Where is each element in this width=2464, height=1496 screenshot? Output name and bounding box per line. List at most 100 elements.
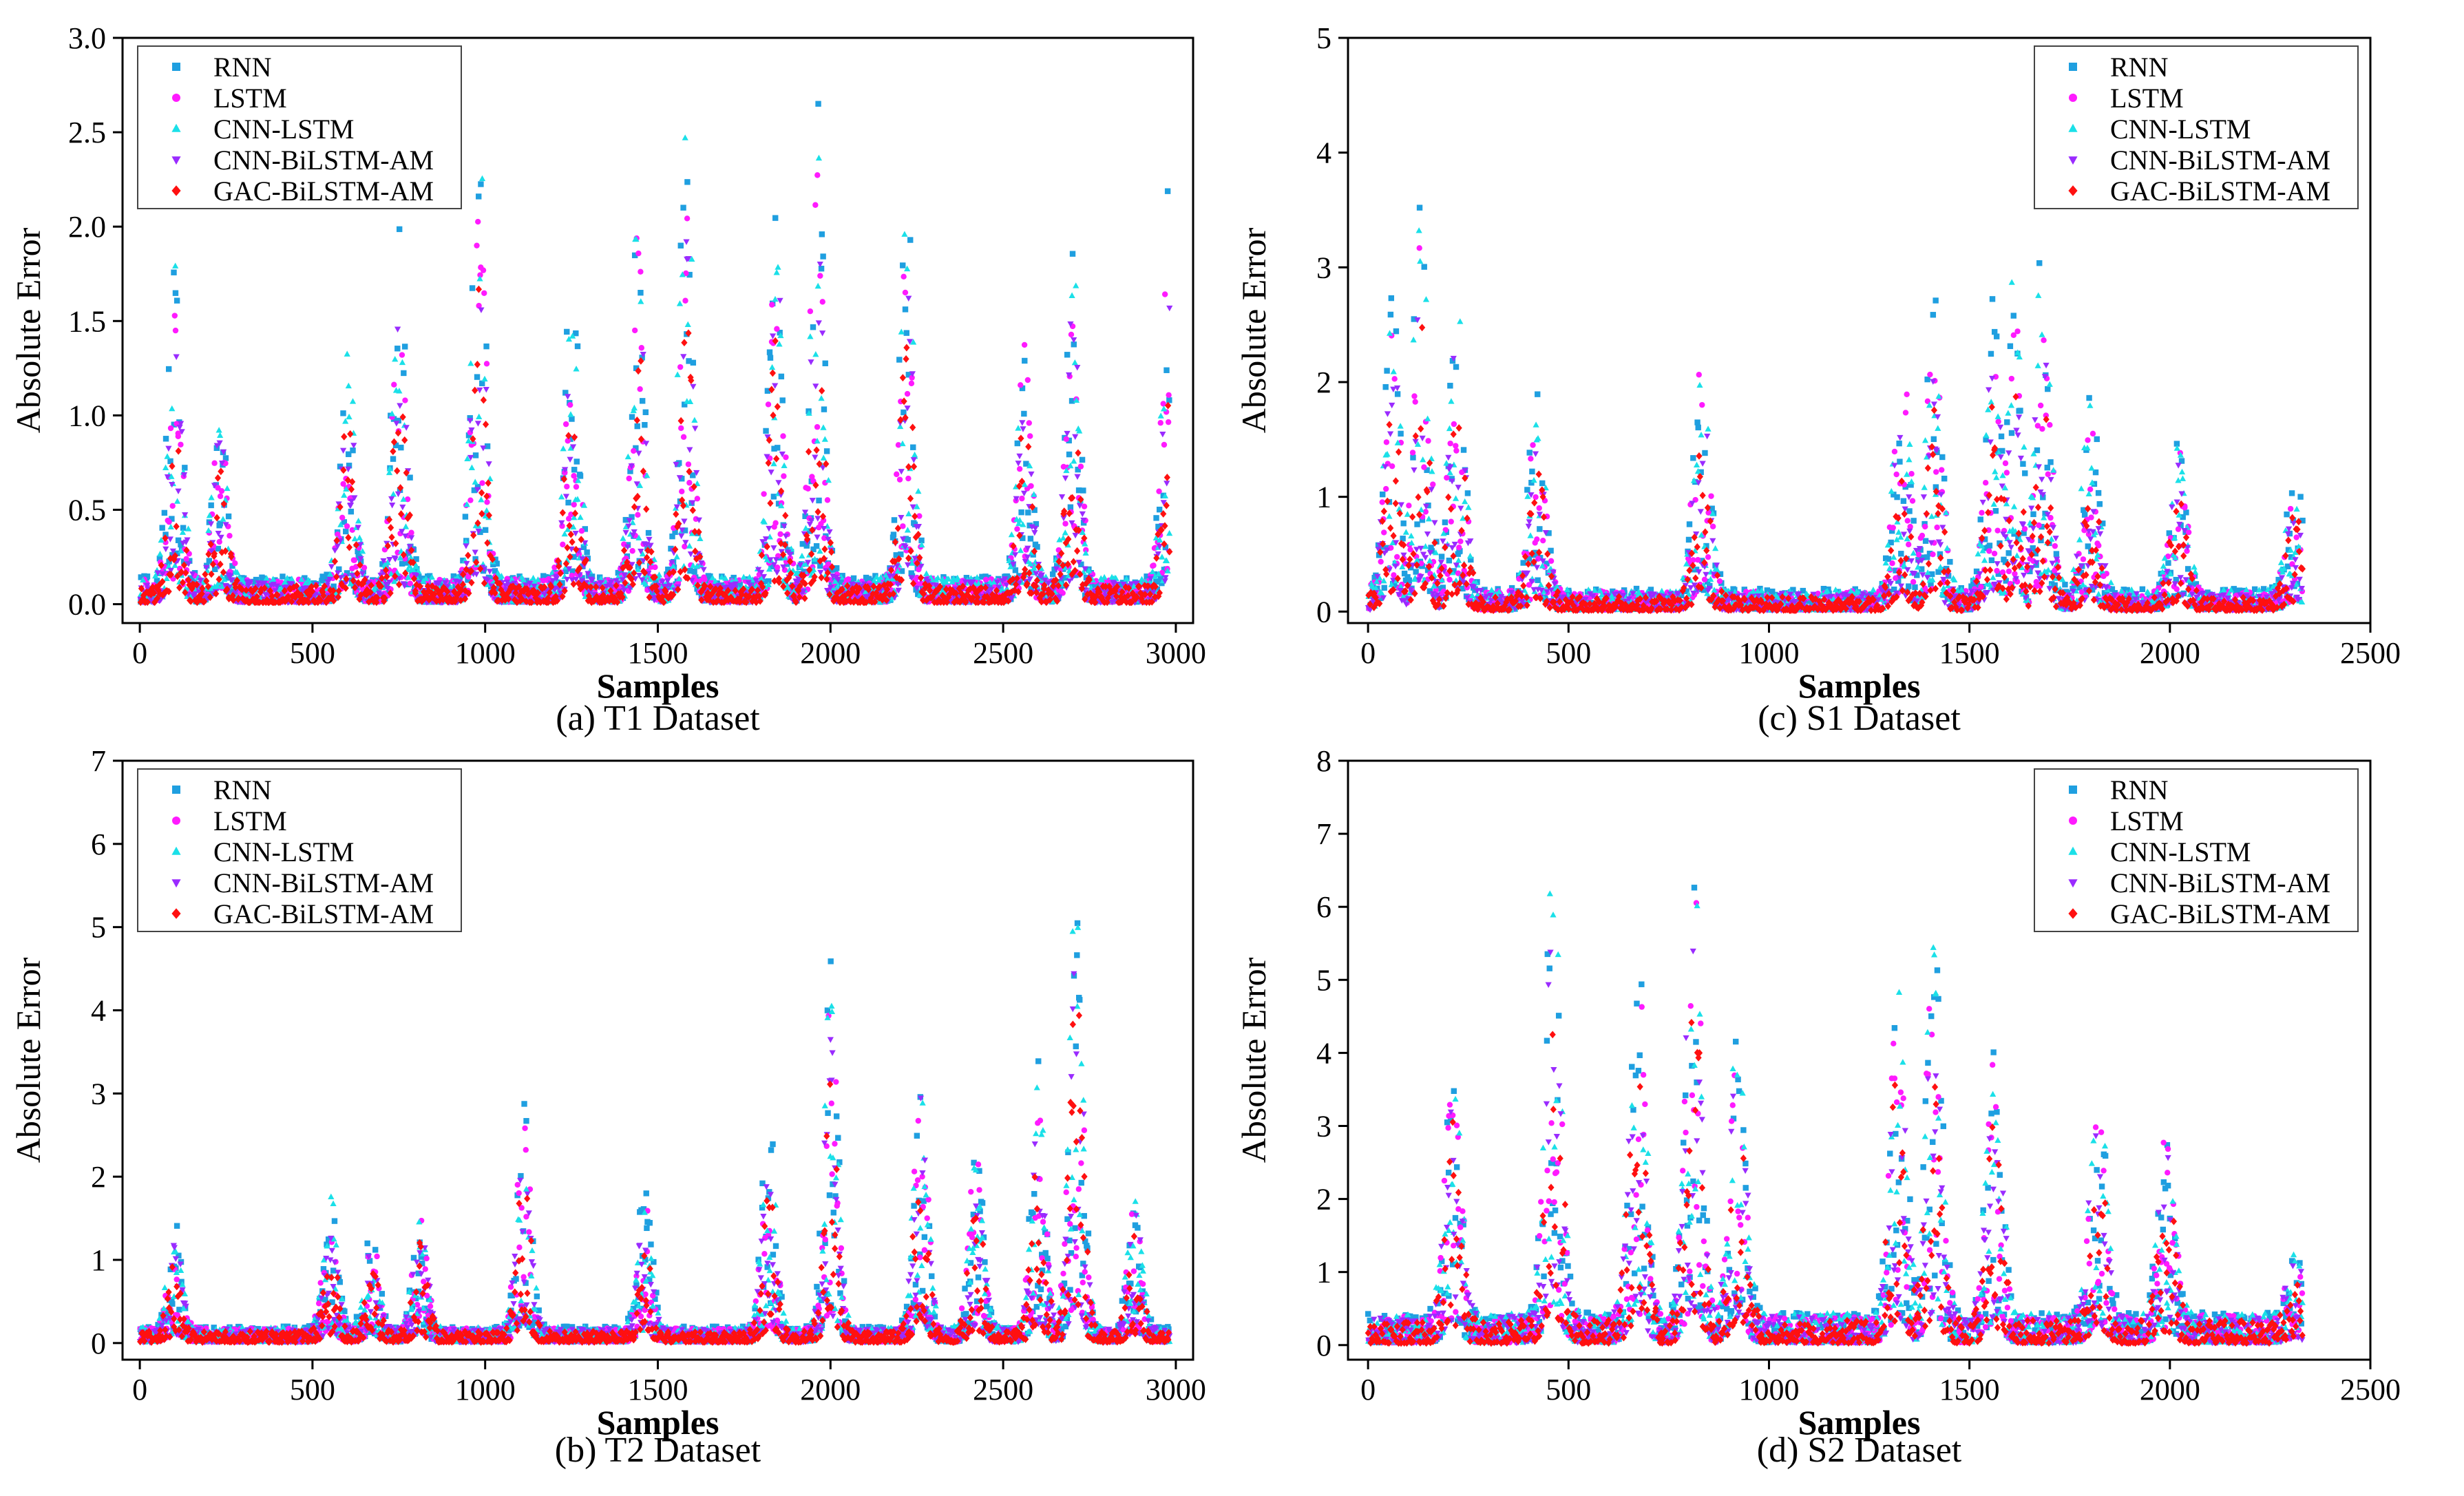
data-point (229, 562, 235, 569)
data-point (903, 344, 910, 352)
data-point (780, 433, 786, 439)
data-point (460, 557, 466, 564)
data-point (480, 396, 487, 404)
data-point (571, 554, 577, 560)
data-point (565, 438, 571, 444)
data-point (475, 285, 483, 293)
data-point (782, 512, 789, 520)
data-point (631, 252, 638, 259)
data-point (760, 578, 767, 584)
data-point (346, 463, 352, 469)
data-point (1161, 441, 1168, 448)
data-point (138, 574, 144, 580)
data-point (638, 298, 644, 304)
data-point (820, 454, 827, 461)
data-point (331, 547, 339, 554)
data-point (1016, 573, 1022, 579)
data-point (918, 537, 925, 544)
data-point (633, 365, 640, 371)
data-point (803, 542, 810, 549)
data-point (1062, 529, 1068, 536)
data-point (1075, 487, 1082, 494)
data-point (629, 414, 635, 420)
data-point (730, 574, 737, 581)
data-point (331, 557, 339, 565)
data-point (1166, 529, 1173, 536)
data-point (788, 549, 794, 555)
data-point (767, 499, 774, 507)
data-point (1160, 401, 1166, 407)
data-point (1027, 433, 1033, 439)
data-point (763, 428, 769, 434)
data-point (1159, 580, 1165, 587)
data-point (898, 551, 904, 558)
data-point (684, 321, 691, 327)
data-point (356, 534, 363, 540)
data-point (768, 470, 775, 476)
data-point (215, 579, 222, 586)
data-point (686, 271, 693, 278)
data-point (392, 556, 399, 562)
data-point (1071, 359, 1078, 366)
data-point (180, 525, 187, 531)
data-point (1073, 282, 1080, 288)
data-point (833, 565, 840, 571)
data-point (222, 455, 229, 461)
data-point (635, 450, 642, 457)
data-point (478, 307, 485, 313)
data-point (828, 567, 834, 573)
data-point (774, 403, 781, 411)
data-point (684, 179, 691, 185)
data-point (620, 535, 626, 541)
data-point (302, 580, 309, 586)
data-point (392, 442, 399, 449)
data-point (463, 560, 470, 567)
data-point (1062, 520, 1068, 527)
x-tick-label: 2500 (973, 636, 1033, 670)
data-point (571, 472, 577, 479)
data-point (571, 467, 578, 473)
data-point (687, 567, 693, 574)
data-point (347, 580, 354, 587)
data-point (820, 253, 826, 260)
data-point (940, 584, 946, 591)
data-point (819, 231, 825, 238)
data-point (384, 559, 391, 565)
data-point (172, 262, 179, 268)
data-point (821, 545, 828, 554)
data-point (677, 417, 684, 425)
data-point (902, 289, 909, 296)
data-point (1020, 535, 1026, 541)
data-point (408, 554, 414, 560)
data-point (682, 297, 688, 304)
data-point (1025, 509, 1031, 516)
data-point (678, 533, 685, 540)
data-point (479, 480, 485, 486)
data-point (1028, 471, 1035, 478)
data-point (825, 561, 832, 567)
data-point (391, 381, 397, 388)
data-point (140, 576, 147, 583)
data-point (1068, 292, 1075, 298)
data-point (573, 483, 580, 490)
data-point (1075, 466, 1081, 473)
data-point (1023, 461, 1029, 467)
data-point (1075, 449, 1082, 457)
data-point (183, 556, 189, 562)
data-point (914, 574, 920, 581)
data-point (903, 355, 909, 363)
data-point (185, 525, 192, 531)
data-point (622, 529, 629, 536)
data-point (822, 360, 828, 366)
data-point (799, 552, 805, 559)
data-point (562, 568, 569, 574)
data-point (392, 356, 399, 362)
data-point (478, 175, 486, 182)
data-point (234, 569, 241, 576)
data-point (478, 496, 485, 503)
data-point (413, 556, 419, 562)
data-point (336, 566, 342, 573)
data-point (775, 264, 781, 270)
data-point (686, 480, 693, 486)
data-point (802, 513, 808, 520)
